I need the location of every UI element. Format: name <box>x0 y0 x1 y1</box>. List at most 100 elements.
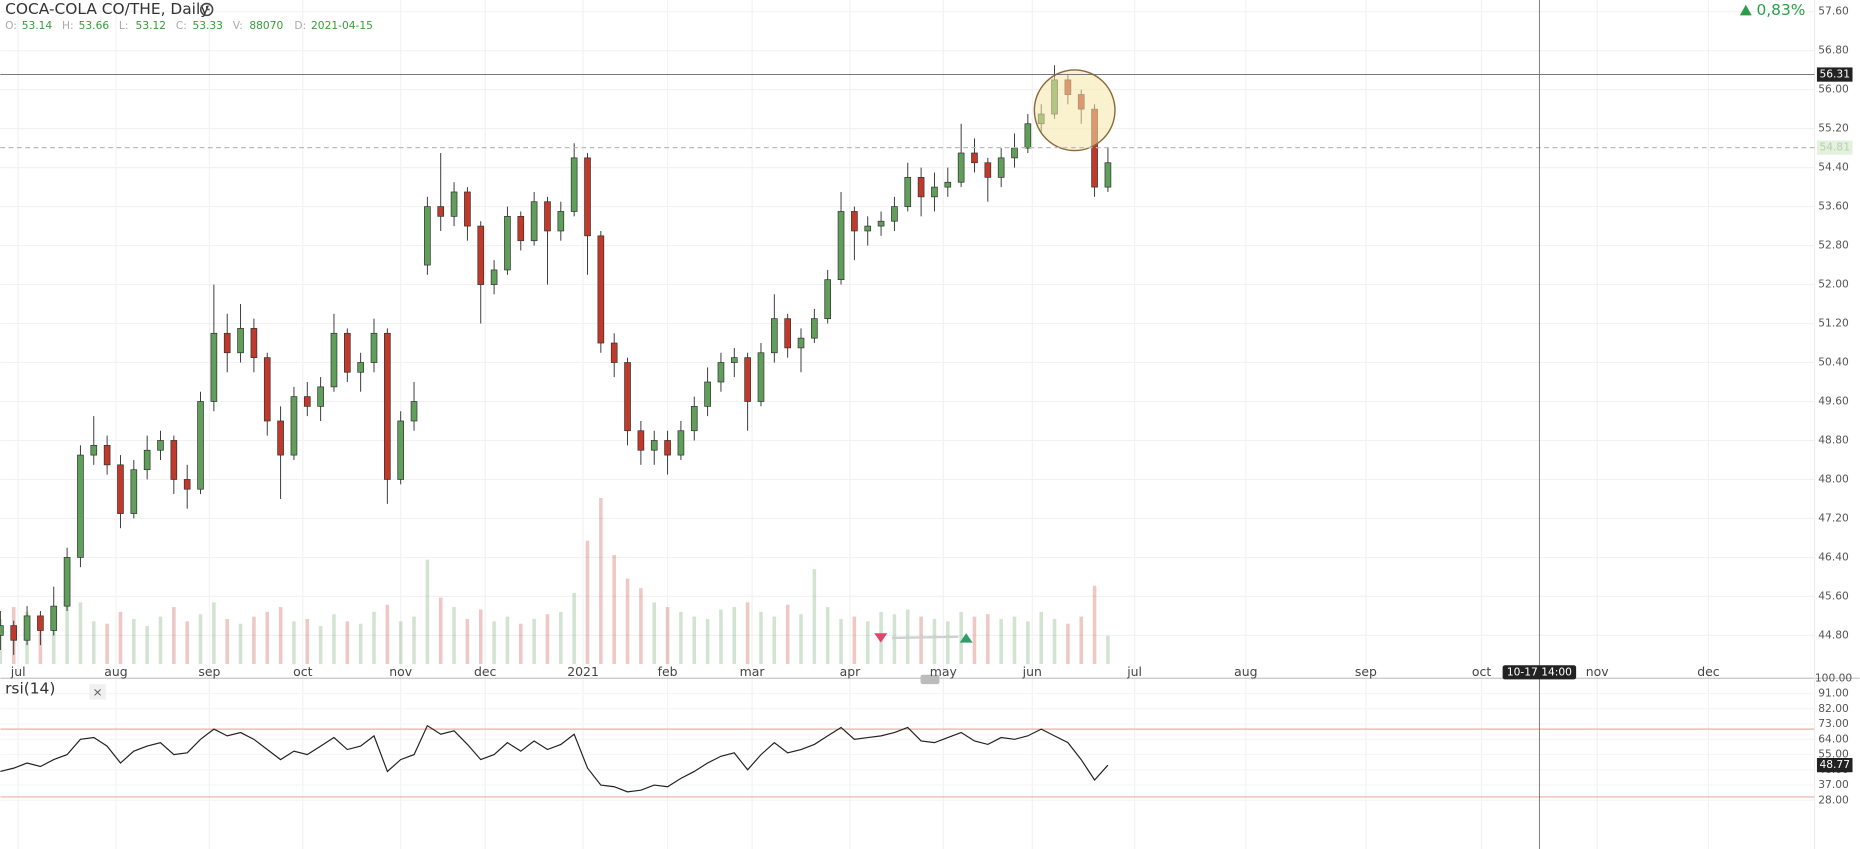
volume-bar <box>852 616 857 665</box>
volume-bar <box>705 618 710 665</box>
candle-body <box>917 177 925 198</box>
y-tick-label: 82.00 <box>1818 702 1849 715</box>
candle-body <box>730 357 738 363</box>
volume-bar <box>719 609 723 665</box>
candle-body <box>797 337 805 349</box>
y-tick-label: 55.00 <box>1818 748 1849 761</box>
candle-body <box>424 206 431 266</box>
candle-body <box>197 401 204 490</box>
candle-body <box>117 464 124 514</box>
buy-marker[interactable] <box>959 633 973 643</box>
volume-bar <box>505 616 510 665</box>
candle-body <box>0 625 4 636</box>
volume-bar <box>999 618 1003 665</box>
candle-body <box>744 357 751 402</box>
candle-body <box>330 332 338 388</box>
volume-bar <box>492 621 496 665</box>
candle-body <box>984 162 992 178</box>
candle-body <box>997 157 1005 178</box>
x-tick-label: sep <box>1355 664 1377 679</box>
candle-body <box>464 191 471 227</box>
candle-body <box>50 605 58 631</box>
x-tick-label: dec <box>1697 664 1720 679</box>
candle-body <box>891 206 898 222</box>
marker-link <box>892 635 959 640</box>
volume-bar <box>198 614 203 665</box>
y-tick-label: 45.60 <box>1818 589 1849 602</box>
y-tick-label: 56.80 <box>1818 44 1849 57</box>
volume-bar <box>425 559 430 665</box>
volume-bar <box>1092 585 1097 665</box>
rsi-value-box <box>1816 758 1853 773</box>
highlight-circle <box>1033 69 1116 152</box>
volume-bar <box>732 607 737 665</box>
x-tick-label: nov <box>389 664 412 679</box>
symbol-title: COCA-COLA CO/THE, Daily <box>5 0 209 18</box>
crosshair-time-label: 10-17 14:00 <box>1507 665 1572 678</box>
change-arrow <box>1739 4 1752 16</box>
candle-body <box>597 235 605 344</box>
volume-bar <box>118 611 123 665</box>
field-value: 2021-04-15 <box>311 19 373 32</box>
volume-bar <box>799 614 803 665</box>
x-tick-label: may <box>930 664 957 679</box>
candle-body <box>250 328 258 358</box>
volume-bar <box>946 621 950 665</box>
candle-body <box>650 440 658 451</box>
candle-body <box>864 225 872 232</box>
volume-bar <box>559 611 563 665</box>
y-tick-label: 37.00 <box>1818 778 1849 791</box>
field-label: C: <box>176 19 187 32</box>
candle-body <box>183 479 191 490</box>
volume-bar <box>91 621 96 665</box>
crosshair-price-box <box>1816 67 1853 82</box>
candle-body <box>1024 123 1032 149</box>
volume-bar <box>372 611 376 665</box>
volume-bar <box>345 621 350 665</box>
sell-marker[interactable] <box>874 633 888 643</box>
volume-bar <box>785 604 790 665</box>
volume-bar <box>185 621 189 665</box>
candle-body <box>277 420 284 456</box>
candle-body <box>904 177 912 207</box>
volume-bar <box>745 602 750 665</box>
candle-body <box>877 220 885 227</box>
volume-bar <box>532 618 536 665</box>
volume-bar <box>865 621 870 665</box>
volume-bar <box>412 616 416 665</box>
field-label: D: <box>294 19 306 32</box>
volume-bar <box>1039 611 1043 665</box>
y-tick-label: 73.00 <box>1818 717 1849 730</box>
candle-body <box>570 157 578 212</box>
pane-resize-handle[interactable] <box>920 674 940 685</box>
x-tick-label: jul <box>10 664 26 679</box>
candle-body <box>437 206 445 217</box>
close-icon[interactable]: × <box>93 685 103 699</box>
candle-body <box>931 186 938 198</box>
candle-body <box>690 406 698 432</box>
field-value: 53.33 <box>192 19 223 32</box>
candle-body <box>530 201 538 242</box>
clock-icon[interactable] <box>199 2 214 17</box>
field-value: 53.66 <box>79 19 110 32</box>
volume-bar <box>385 604 390 665</box>
candle-body <box>837 211 845 281</box>
volume-bar <box>665 607 670 665</box>
candle-body <box>851 211 858 232</box>
candle-body <box>824 279 832 320</box>
volume-bar <box>919 616 923 665</box>
volume-bar <box>318 626 323 665</box>
x-tick-label: mar <box>740 664 766 679</box>
candle-body <box>504 215 511 271</box>
x-tick-label: oct <box>293 664 312 679</box>
candle-body <box>37 615 44 631</box>
x-tick-label: apr <box>840 664 862 679</box>
candle-body <box>584 157 591 237</box>
y-tick-label: 57.60 <box>1818 5 1849 18</box>
candle-body <box>944 181 952 188</box>
volume-bar <box>145 626 149 665</box>
close-button[interactable] <box>89 684 106 700</box>
